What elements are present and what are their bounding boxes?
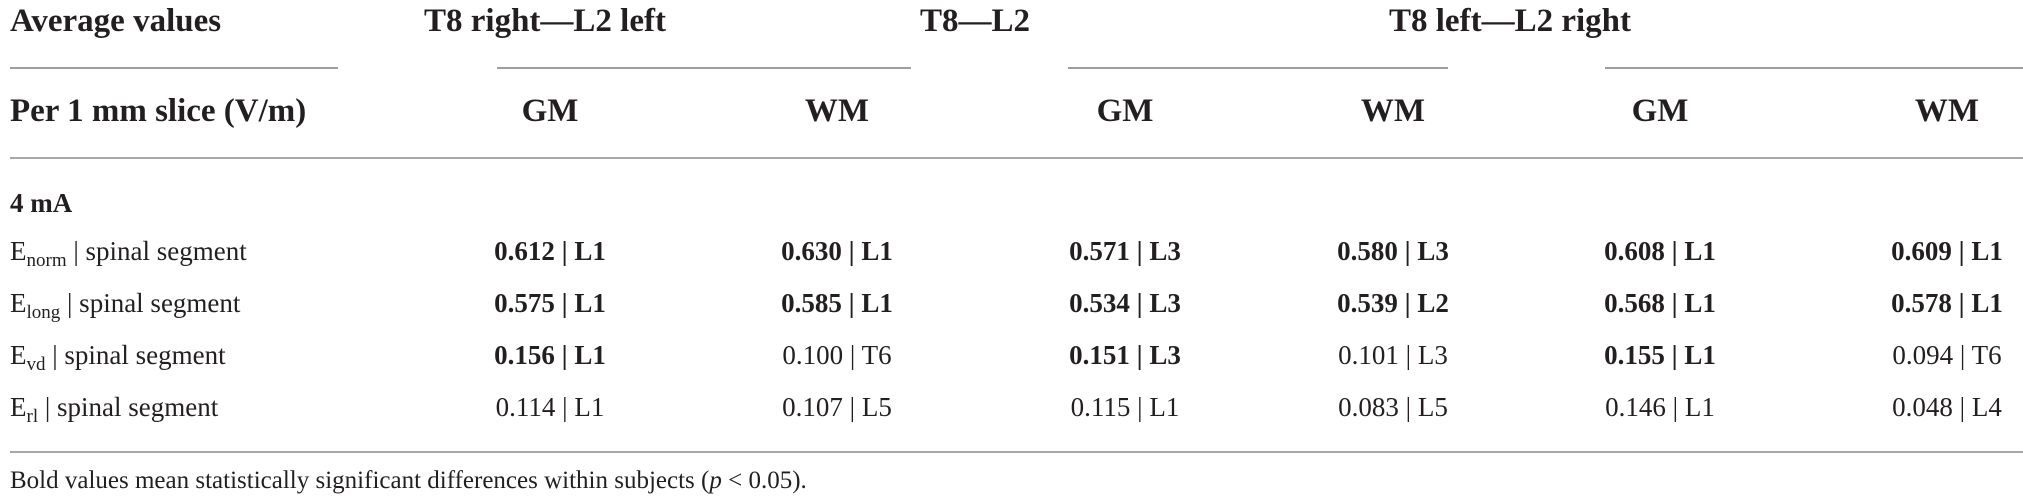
footnote-p: p [709, 467, 722, 494]
row-label-enorm: Enorm | spinal segment [10, 236, 247, 270]
table-cell: 0.608 | L1 [1604, 236, 1716, 266]
header-underline-col0 [10, 67, 338, 69]
table-cell: 0.539 | L2 [1337, 288, 1449, 318]
footnote-text: Bold values mean statistically significa… [10, 467, 710, 494]
header-bottom-rule [10, 157, 2023, 159]
table-cell: 0.534 | L3 [1069, 288, 1181, 318]
row-label-suffix: | spinal segment [60, 288, 241, 318]
table-footnote: Bold values mean statistically significa… [10, 467, 807, 495]
table-cell: 0.151 | L3 [1069, 340, 1181, 370]
row-label-symbol: E [10, 392, 27, 422]
row-label-symbol: E [10, 340, 27, 370]
subheader-wm-1: WM [804, 93, 870, 129]
row-label-subscript: vd [26, 354, 46, 375]
table-cell: 0.612 | L1 [494, 236, 606, 266]
table-cell: 0.571 | L3 [1069, 236, 1181, 266]
group-underline-3 [1605, 67, 2023, 69]
table-cell: 0.575 | L1 [494, 288, 606, 318]
row-label-subscript: norm [26, 250, 67, 271]
subheader-gm-2: GM [1096, 93, 1154, 129]
table-cell: 0.115 | L1 [1070, 392, 1180, 422]
header-per-slice: Per 1 mm slice (V/m) [10, 93, 307, 129]
footnote-rest: < 0.05). [721, 467, 807, 494]
row-label-subscript: long [26, 302, 61, 323]
table-cell: 0.156 | L1 [494, 340, 606, 370]
table-cell: 0.580 | L3 [1337, 236, 1449, 266]
subheader-gm-3: GM [1631, 93, 1689, 129]
subheader-wm-2: WM [1360, 93, 1426, 129]
header-average-values: Average values [10, 3, 222, 39]
table-cell: 0.100 | T6 [782, 340, 892, 370]
table-cell: 0.146 | L1 [1605, 392, 1715, 422]
row-label-suffix: | spinal segment [38, 392, 219, 422]
table-cell: 0.101 | L3 [1338, 340, 1448, 370]
group-header-t8-l2: T8—L2 [919, 3, 1031, 39]
row-label-erl: Erl | spinal segment [10, 392, 219, 426]
subheader-gm-1: GM [521, 93, 579, 129]
row-label-symbol: E [10, 236, 27, 266]
row-label-elong: Elong | spinal segment [10, 288, 241, 322]
group-header-t8-right-l2-left: T8 right—L2 left [424, 3, 666, 39]
table-cell: 0.094 | T6 [1892, 340, 2002, 370]
table-cell: 0.107 | L5 [782, 392, 892, 422]
row-label-evd: Evd | spinal segment [10, 340, 226, 374]
table-cell: 0.630 | L1 [781, 236, 893, 266]
section-label-4ma: 4 mA [10, 188, 73, 218]
table-cell: 0.155 | L1 [1604, 340, 1716, 370]
table-cell: 0.114 | L1 [495, 392, 605, 422]
table-cell: 0.048 | L4 [1892, 392, 2002, 422]
subheader-wm-3: WM [1914, 93, 1980, 129]
table-cell: 0.585 | L1 [781, 288, 893, 318]
row-label-symbol: E [10, 288, 27, 318]
row-label-suffix: | spinal segment [45, 340, 226, 370]
table-bottom-rule [10, 451, 2023, 453]
table-cell: 0.568 | L1 [1604, 288, 1716, 318]
group-header-t8-left-l2-right: T8 left—L2 right [1389, 3, 1631, 39]
row-label-subscript: rl [26, 406, 39, 427]
table-cell: 0.609 | L1 [1891, 236, 2003, 266]
table-cell: 0.083 | L5 [1338, 392, 1448, 422]
table-cell: 0.578 | L1 [1891, 288, 2003, 318]
group-underline-1 [497, 67, 911, 69]
group-underline-2 [1068, 67, 1448, 69]
row-label-suffix: | spinal segment [66, 236, 247, 266]
